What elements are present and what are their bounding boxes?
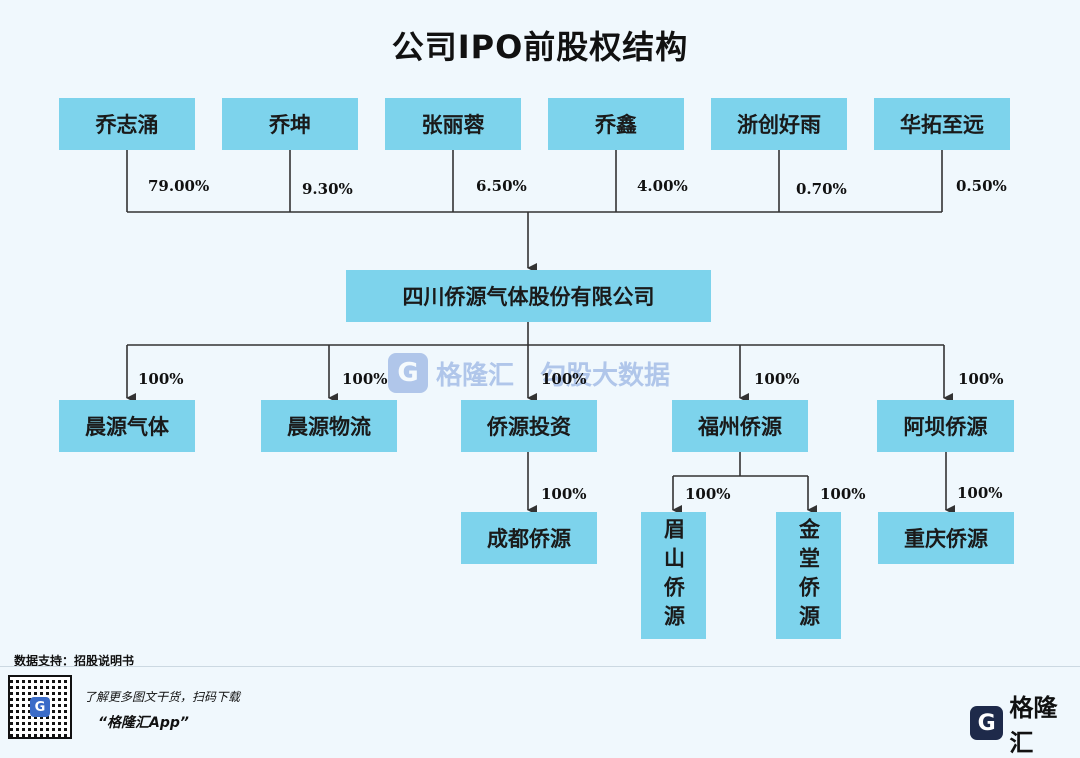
- shareholder-box-qiao-kun: 乔坤: [222, 98, 358, 150]
- subsidiary-pct-chenyuan-logistics: 100%: [342, 370, 388, 388]
- watermark: G 格隆汇 勾股大数据: [388, 350, 670, 396]
- shareholding-pct-zhang-lirong: 6.50%: [476, 177, 527, 195]
- shareholding-pct-qiao-zhiyong: 79.00%: [148, 177, 210, 195]
- data-source-note: 数据支持：招股说明书: [14, 654, 135, 668]
- chart-title: 公司IPO前股权结构: [391, 28, 689, 66]
- subsidiary-pct-chengdu-qiaoyuan: 100%: [541, 485, 587, 503]
- subsidiary-box-chengdu-qiaoyuan: 成都侨源: [461, 512, 597, 564]
- shareholder-box-qiao-xin: 乔鑫: [548, 98, 684, 150]
- shareholder-box-zhechuang-haoyu: 浙创好雨: [711, 98, 847, 150]
- shareholding-pct-huatuo-zhiyuan: 0.50%: [956, 177, 1007, 195]
- subsidiary-pct-meishan-qiaoyuan: 100%: [685, 485, 731, 503]
- subsidiary-pct-fuzhou-qiaoyuan: 100%: [754, 370, 800, 388]
- watermark-brand2: 勾股大数据: [540, 360, 671, 391]
- watermark-brand: 格隆汇: [436, 360, 515, 391]
- shareholder-box-qiao-zhiyong: 乔志涌: [59, 98, 195, 150]
- subsidiary-pct-aba-qiaoyuan: 100%: [958, 370, 1004, 388]
- qr-center-logo-icon: G: [30, 697, 50, 717]
- shareholder-box-huatuo-zhiyuan: 华拓至远: [874, 98, 1010, 150]
- subsidiary-pct-chongqing-qiaoyuan: 100%: [957, 484, 1003, 502]
- watermark-logo-icon: G: [388, 353, 428, 393]
- footer-divider: [0, 666, 1080, 667]
- subsidiary-box-chenyuan-gas: 晨源气体: [59, 400, 195, 452]
- subsidiary-pct-chenyuan-gas: 100%: [138, 370, 184, 388]
- shareholding-pct-qiao-xin: 4.00%: [637, 177, 688, 195]
- shareholder-box-zhang-lirong: 张丽蓉: [385, 98, 521, 150]
- brand-logo: G 格隆汇: [970, 688, 1080, 758]
- shareholding-pct-qiao-kun: 9.30%: [302, 180, 353, 198]
- brand-name: 格隆汇: [1009, 694, 1058, 757]
- subsidiary-box-fuzhou-qiaoyuan: 福州侨源: [672, 400, 808, 452]
- subsidiary-box-aba-qiaoyuan: 阿坝侨源: [877, 400, 1014, 452]
- shareholding-pct-zhechuang-haoyu: 0.70%: [796, 180, 847, 198]
- subsidiary-pct-jintang-qiaoyuan: 100%: [820, 485, 866, 503]
- brand-logo-icon: G: [970, 706, 1004, 740]
- subsidiary-box-meishan-qiaoyuan: 眉山侨源: [641, 512, 706, 639]
- promo-text: 了解更多图文干货，扫码下载: [84, 690, 241, 704]
- subsidiary-box-jintang-qiaoyuan: 金堂侨源: [776, 512, 841, 639]
- subsidiary-pct-qiaoyuan-investment: 100%: [541, 370, 587, 388]
- subsidiary-box-chongqing-qiaoyuan: 重庆侨源: [878, 512, 1014, 564]
- company-box: 四川侨源气体股份有限公司: [346, 270, 711, 322]
- subsidiary-box-chenyuan-logistics: 晨源物流: [261, 400, 397, 452]
- subsidiary-box-qiaoyuan-investment: 侨源投资: [461, 400, 597, 452]
- promo-app-name: “格隆汇App”: [98, 715, 189, 731]
